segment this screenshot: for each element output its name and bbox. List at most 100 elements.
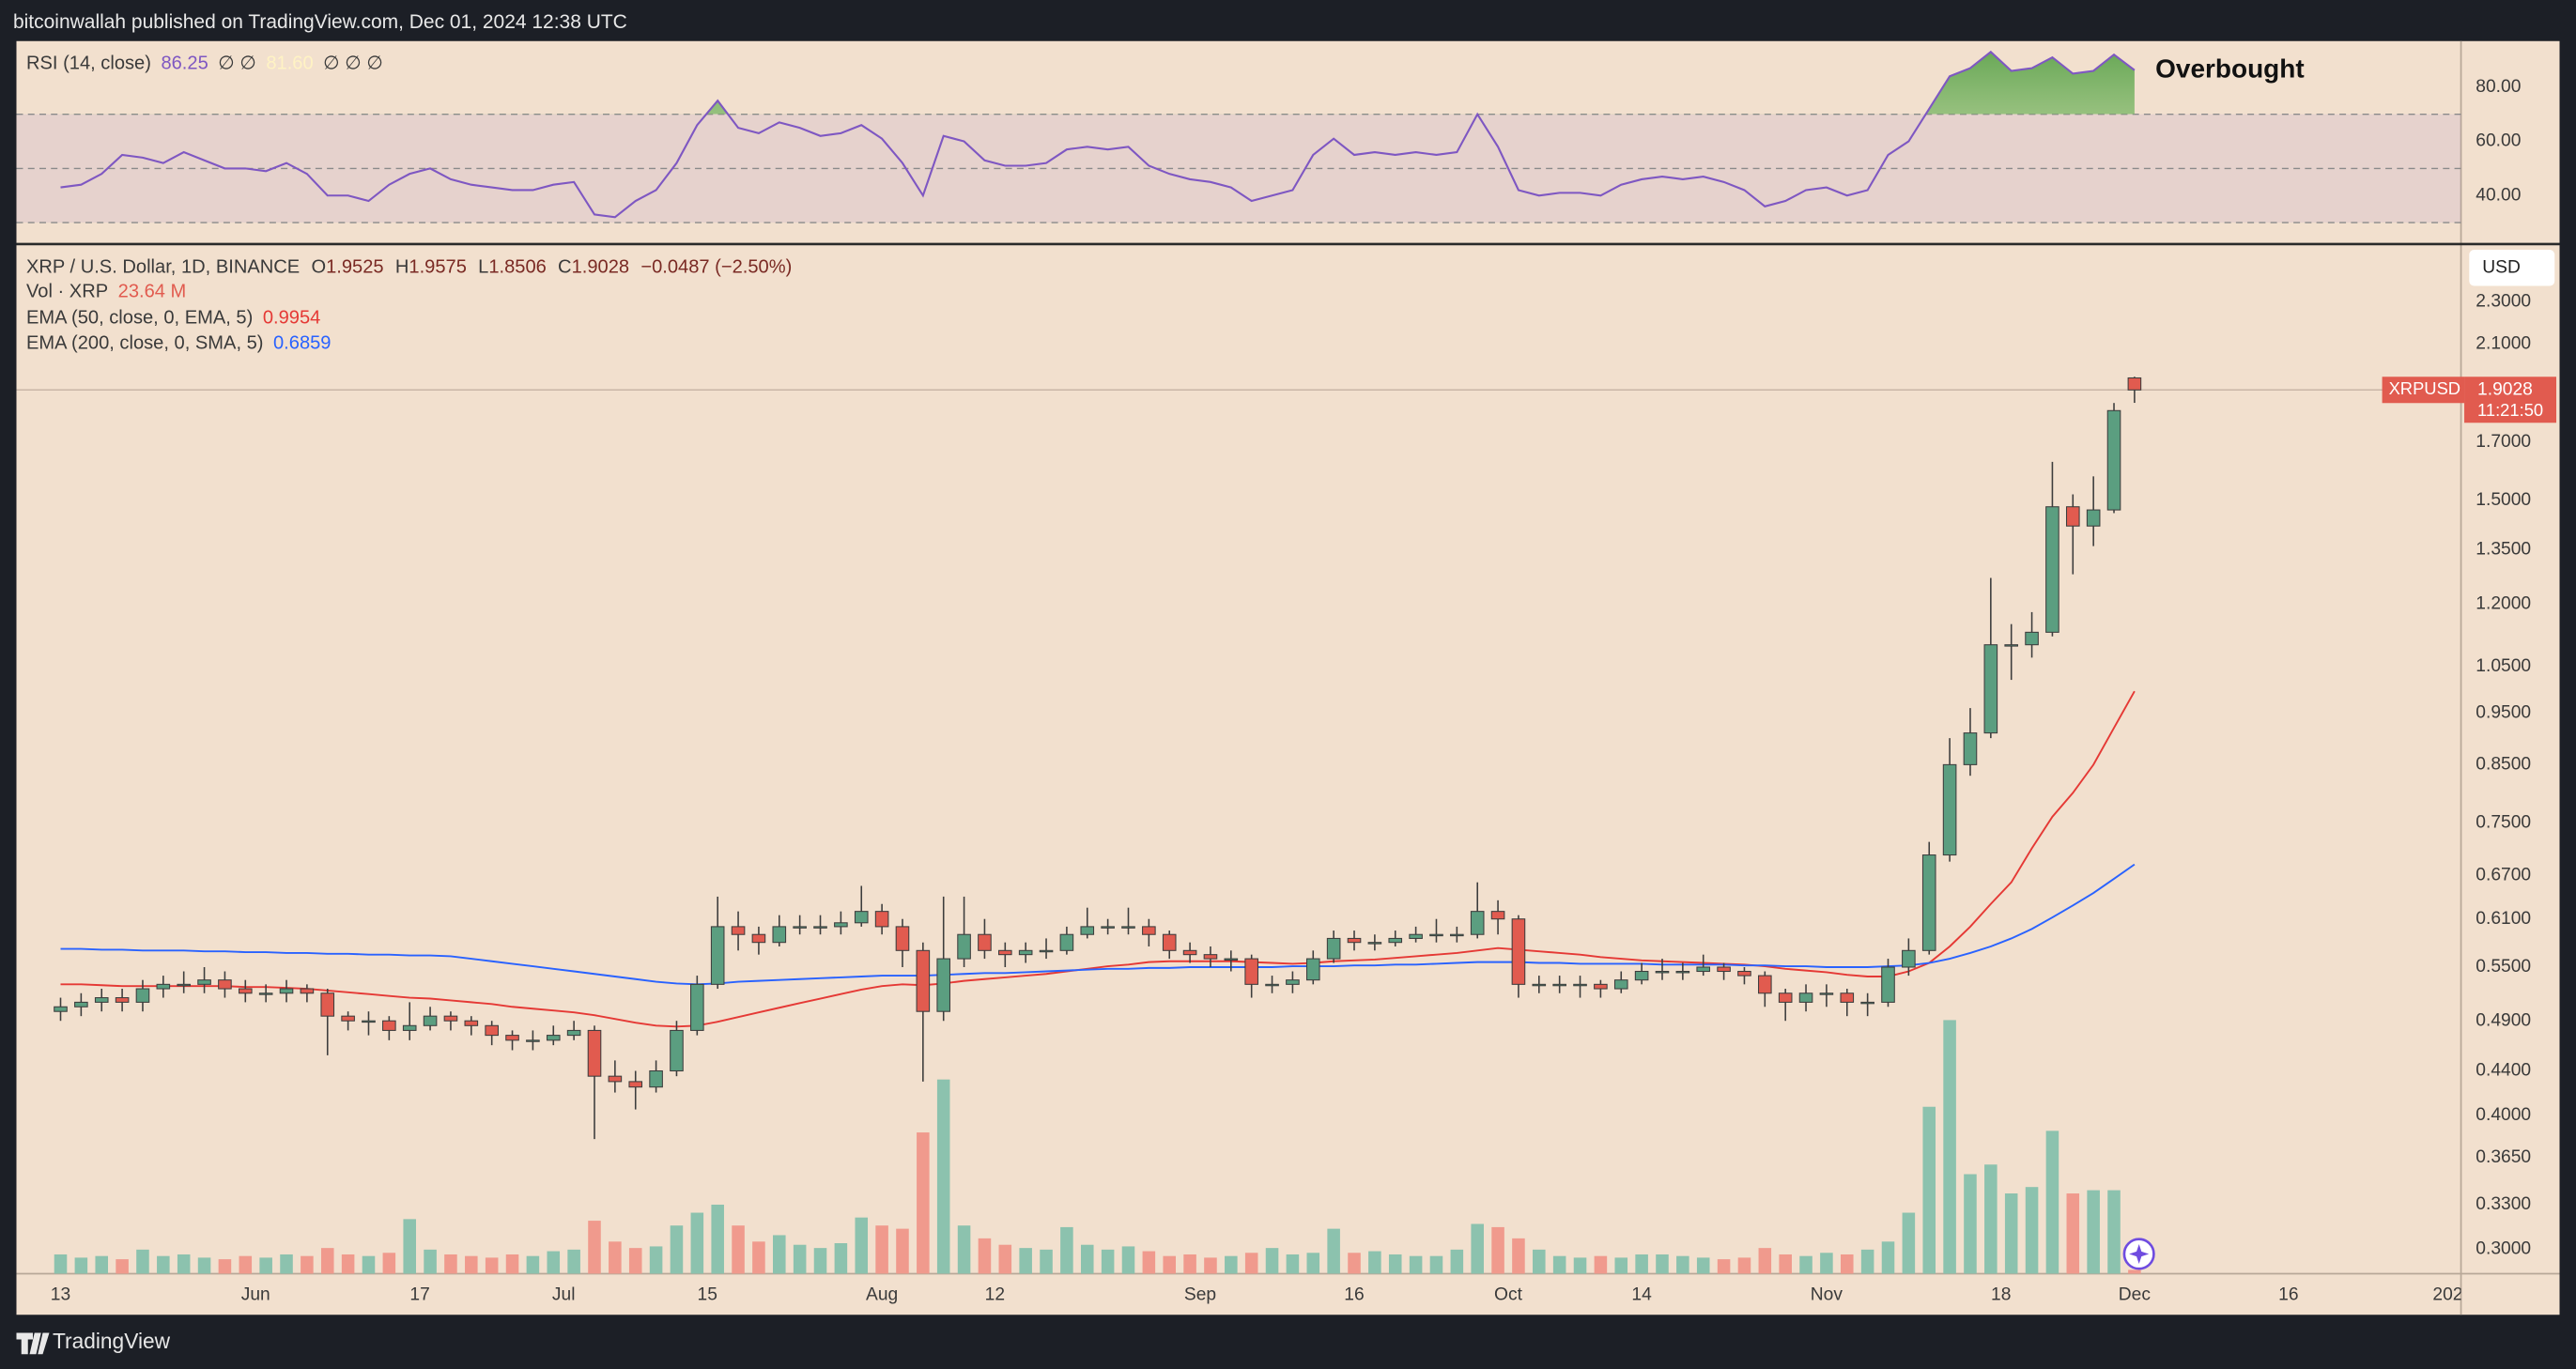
chart-background xyxy=(16,40,2560,1315)
volume-bar xyxy=(54,1254,68,1274)
candle-body xyxy=(1675,970,1690,974)
x-tick-label: 2025 xyxy=(2432,1284,2473,1304)
volume-bar xyxy=(711,1204,724,1274)
rsi-tick-label: 60.00 xyxy=(2476,131,2521,151)
volume-bar xyxy=(259,1257,272,1274)
volume-bar xyxy=(2087,1190,2100,1274)
volume-bar xyxy=(813,1248,827,1274)
price-tick-label: 0.3000 xyxy=(2476,1238,2531,1258)
ema-legend: EMA (200, close, 0, SMA, 5) 0.6859 xyxy=(26,333,332,354)
rsi-tick-label: 40.00 xyxy=(2476,185,2521,205)
price-tick-label: 1.5000 xyxy=(2476,490,2531,510)
candle-body xyxy=(1305,958,1320,981)
candle-body xyxy=(1039,949,1054,953)
price-tick-label: 0.8500 xyxy=(2476,754,2531,774)
candle-body xyxy=(772,926,787,944)
candle-body xyxy=(2106,409,2121,511)
volume-bar xyxy=(1204,1257,1217,1274)
brand-name: TradingView xyxy=(53,1329,171,1353)
candle-body xyxy=(485,1024,499,1037)
candle-body xyxy=(1532,983,1547,987)
ohlc-value: 1.8506 xyxy=(488,257,546,278)
candle-body xyxy=(1182,949,1197,956)
x-tick-label: 12 xyxy=(985,1284,1005,1304)
volume-bar xyxy=(1101,1249,1115,1274)
volume-bar xyxy=(1388,1254,1402,1274)
candle-body xyxy=(320,992,335,1017)
volume-bar xyxy=(362,1255,376,1274)
x-tick-label: 16 xyxy=(1344,1284,1364,1304)
volume-bar xyxy=(444,1254,457,1274)
candle-body xyxy=(936,958,951,1012)
x-tick-label: Sep xyxy=(1184,1284,1216,1304)
candle-body xyxy=(587,1029,602,1077)
candle-body xyxy=(1162,933,1177,951)
ohlc-prefix: O xyxy=(311,257,326,278)
candle-body xyxy=(608,1075,623,1083)
candle-body xyxy=(423,1015,438,1026)
candle-body xyxy=(1142,926,1156,935)
candle-body xyxy=(1080,926,1095,935)
volume-bar xyxy=(1984,1164,1998,1274)
volume-bar xyxy=(1696,1257,1710,1274)
candle-body xyxy=(957,933,971,960)
ema-name: EMA (200, close, 0, SMA, 5) xyxy=(26,333,264,354)
candle-body xyxy=(362,1020,376,1023)
candle-body xyxy=(1963,732,1978,765)
volume-bar xyxy=(1779,1254,1792,1274)
price-tick-label: 2.3000 xyxy=(2476,291,2531,311)
volume-bar xyxy=(403,1219,416,1274)
x-tick-label: 16 xyxy=(2278,1284,2298,1304)
candle-body xyxy=(1121,926,1135,929)
currency-label[interactable]: USD xyxy=(2482,257,2521,277)
currency-box[interactable] xyxy=(2469,250,2555,286)
chart-assistant-icon[interactable] xyxy=(2122,1238,2155,1270)
price-tick-label: 1.0500 xyxy=(2476,656,2531,676)
candle-body xyxy=(1921,854,1936,951)
price-tick-label: 0.4900 xyxy=(2476,1010,2531,1030)
x-tick-label: Aug xyxy=(866,1284,898,1304)
price-tick-label: 0.3300 xyxy=(2476,1194,2531,1214)
candle-body xyxy=(115,997,130,1003)
candle-body xyxy=(1388,937,1403,944)
candle-body xyxy=(1409,933,1423,939)
volume-bar xyxy=(2025,1187,2039,1274)
volume-bar xyxy=(547,1251,561,1274)
x-tick-label: Dec xyxy=(2119,1284,2152,1304)
volume-bar xyxy=(1902,1212,1916,1274)
ema-line xyxy=(60,863,2136,986)
volume-bar xyxy=(2045,1131,2059,1274)
volume-bar xyxy=(1244,1253,1258,1274)
volume-bar xyxy=(1080,1244,1094,1274)
volume-bar xyxy=(1121,1246,1135,1274)
volume-bar xyxy=(936,1079,950,1274)
candle-body xyxy=(2004,644,2018,647)
candle-body xyxy=(1059,933,1074,951)
candle-body xyxy=(1902,949,1916,968)
volume-bar xyxy=(1512,1238,1525,1274)
volume-bar xyxy=(1614,1257,1628,1274)
brand-logo xyxy=(16,1332,50,1355)
price-pane xyxy=(16,377,2461,1274)
x-tick-label: Jul xyxy=(552,1284,576,1304)
candle-body xyxy=(2086,509,2101,527)
candle-body xyxy=(1224,958,1239,961)
candle-body xyxy=(1881,966,1895,1003)
candle-body xyxy=(1737,970,1751,977)
candle-body xyxy=(2045,506,2059,633)
volume-bar xyxy=(567,1249,580,1274)
volume-bar xyxy=(424,1249,437,1274)
rsi-legend: RSI (14, close) 86.25 ∅ ∅ 81.60 ∅ ∅ ∅ xyxy=(26,54,383,74)
candle-body xyxy=(238,988,253,994)
candle-body xyxy=(1326,937,1341,960)
price-tick-label: 1.7000 xyxy=(2476,432,2531,452)
price-tag-countdown: 11:21:50 xyxy=(2477,400,2543,420)
volume-bar xyxy=(1635,1254,1648,1274)
price-tag xyxy=(2464,377,2557,423)
volume-bar xyxy=(1656,1254,1669,1274)
volume-bar xyxy=(1758,1248,1772,1274)
price-tick-label: 0.6100 xyxy=(2476,909,2531,929)
price-tag-value: 1.9028 xyxy=(2477,379,2533,399)
ohlc-value: 1.9525 xyxy=(326,257,383,278)
